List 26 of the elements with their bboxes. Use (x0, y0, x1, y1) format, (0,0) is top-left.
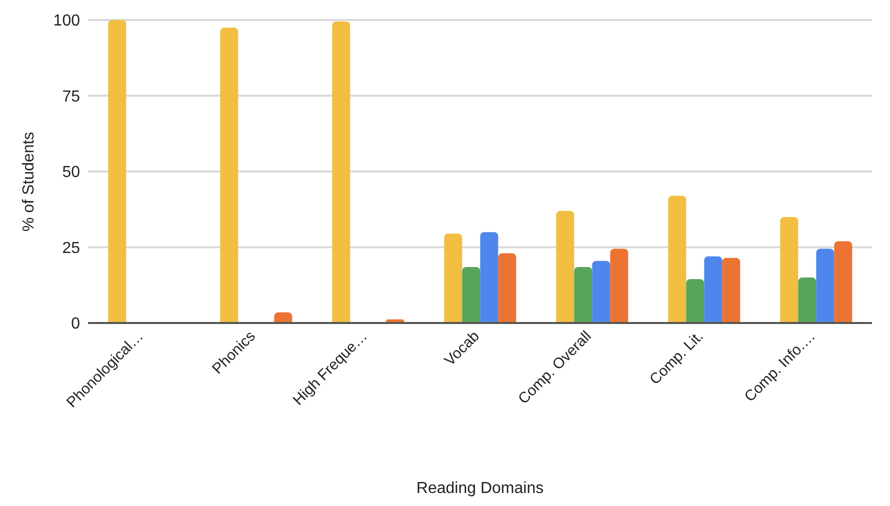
bar (668, 196, 686, 323)
bar (332, 22, 350, 323)
y-axis-title: % of Students (20, 132, 38, 232)
bar (462, 266, 480, 323)
bar (780, 216, 798, 323)
bar (592, 260, 610, 323)
bar (816, 248, 834, 323)
y-tick-label: 100 (53, 12, 80, 30)
bar (574, 266, 592, 323)
bar (444, 234, 462, 323)
bar (722, 258, 740, 323)
x-axis-title: Reading Domains (416, 480, 544, 497)
y-tick-label: 75 (62, 88, 80, 106)
bar (220, 28, 238, 323)
bar (704, 256, 722, 323)
bar (556, 210, 574, 323)
bar (610, 248, 628, 323)
bar (686, 279, 704, 323)
y-tick-label: 0 (71, 316, 80, 333)
bar (480, 232, 498, 323)
bar (498, 253, 516, 323)
bar (834, 241, 852, 323)
y-tick-label: 50 (62, 164, 80, 182)
y-tick-label: 25 (62, 240, 80, 257)
bar (108, 20, 126, 323)
bar (798, 278, 816, 323)
